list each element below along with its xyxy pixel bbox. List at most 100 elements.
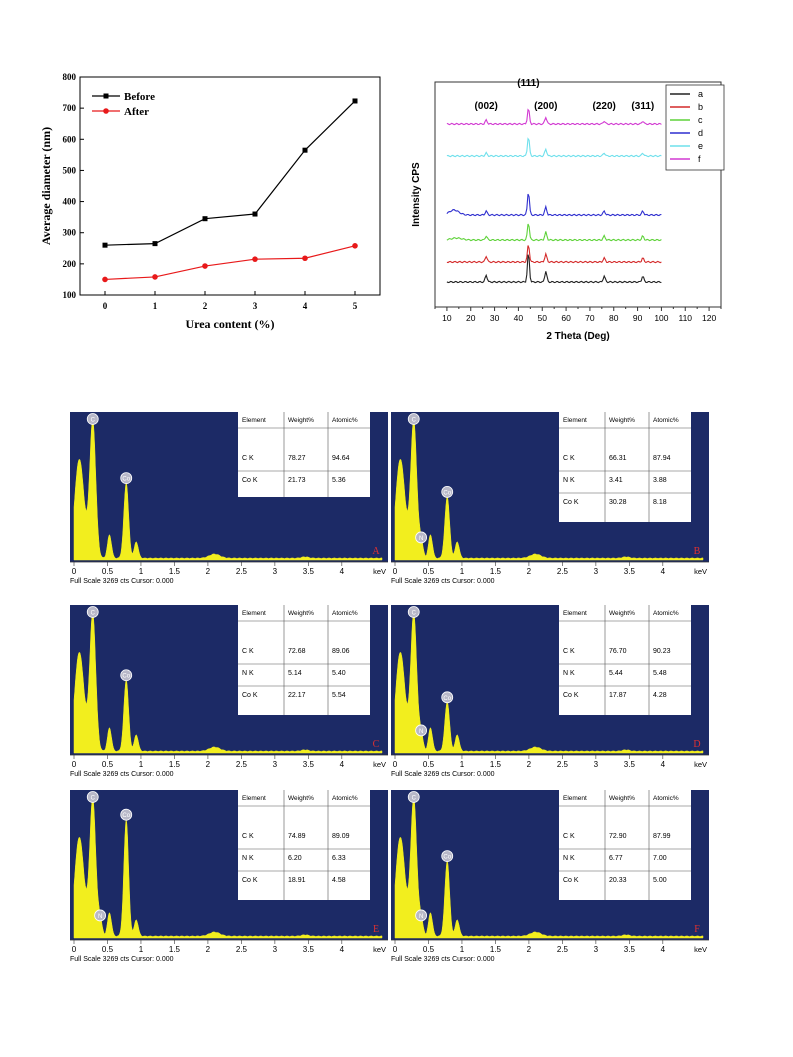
table-cell: Co K [563, 499, 579, 506]
n-peak-marker [415, 531, 428, 544]
x-tick-label: 1 [460, 760, 465, 769]
table-header: Weight% [288, 610, 314, 617]
table-cell: 5.14 [288, 670, 302, 677]
table-cell: 87.99 [653, 833, 671, 840]
spectrum-area [394, 611, 704, 754]
x-tick-label: 1 [460, 567, 465, 576]
n-peak-marker-text: N [419, 914, 423, 920]
table-header: Element [242, 610, 266, 617]
table-cell: 21.73 [288, 477, 306, 484]
table-cell: 72.90 [609, 833, 627, 840]
x-tick-label: 3.5 [624, 567, 636, 576]
x-tick-label: 3.5 [624, 760, 636, 769]
x-tick-label: 100 [654, 313, 668, 323]
n-peak-marker-text: N [419, 536, 423, 542]
xrd-trace-b [446, 245, 662, 264]
x-tick-label: 4 [303, 301, 308, 311]
table-cell: 89.06 [332, 648, 350, 655]
table-cell: N K [563, 670, 575, 677]
composition-table [238, 605, 370, 715]
eds-spectrum-f: C Co N Element Weight% Atomic% C K 72.90 87.99 N … [391, 790, 709, 963]
table-header: Atomic% [653, 795, 679, 802]
data-point-before [352, 98, 358, 104]
c-peak-marker [86, 791, 99, 803]
x-tick-label: 2 [527, 567, 532, 576]
spectrum-area [394, 418, 704, 561]
table-cell: Co K [242, 877, 258, 884]
x-unit-label: keV [694, 760, 707, 769]
table-cell: 78.27 [288, 455, 306, 462]
table-header: Weight% [609, 417, 635, 424]
table-cell: C K [242, 833, 254, 840]
legend-label: Before [124, 91, 155, 103]
table-cell: N K [563, 855, 575, 862]
data-point-after [252, 256, 258, 262]
table-cell: 76.70 [609, 648, 627, 655]
x-tick-label: 1 [139, 945, 144, 954]
y-axis-label: Intensity CPS [411, 162, 422, 227]
x-tick-label: 80 [609, 313, 619, 323]
series-line-before [104, 100, 356, 246]
x-tick-label: 0.5 [102, 945, 114, 954]
x-tick-label: 20 [466, 313, 476, 323]
legend-marker [103, 108, 109, 114]
spectrum-area [73, 611, 383, 754]
table-cell: 5.00 [653, 877, 667, 884]
x-tick-label: 3.5 [303, 567, 315, 576]
table-cell: C K [242, 648, 254, 655]
c-peak-marker-text: C [91, 611, 96, 617]
data-point-before [202, 216, 208, 222]
n-peak-marker-text: N [419, 729, 423, 735]
table-header: Weight% [609, 795, 635, 802]
table-cell: 87.94 [653, 455, 671, 462]
composition-table [559, 605, 691, 715]
table-cell: 8.18 [653, 499, 667, 506]
table-header: Element [242, 417, 266, 424]
co-peak-marker [120, 472, 133, 484]
table-cell: C K [563, 648, 575, 655]
table-header: Weight% [288, 795, 314, 802]
data-point-before [302, 147, 308, 153]
data-point-before [102, 242, 108, 248]
table-cell: 7.00 [653, 855, 667, 862]
n-peak-marker [94, 909, 107, 922]
peak-label: (111) [517, 78, 539, 89]
x-unit-label: keV [694, 567, 707, 576]
spectrum-footer: Full Scale 3269 cts Cursor: 0.000 [391, 956, 495, 963]
data-point-after [202, 263, 208, 269]
peak-label: (002) [475, 101, 498, 112]
x-tick-label: 2 [206, 567, 211, 576]
n-peak-marker-text: N [98, 914, 102, 920]
y-tick-label: 400 [63, 197, 77, 207]
x-tick-label: 1 [153, 301, 158, 311]
spectrum-area [394, 796, 704, 939]
x-tick-label: 2.5 [557, 567, 569, 576]
x-unit-label: keV [694, 945, 707, 954]
y-axis-label: Average diameter (nm) [39, 127, 53, 245]
x-tick-label: 30 [490, 313, 500, 323]
table-cell: 30.28 [609, 499, 627, 506]
x-unit-label: keV [373, 567, 386, 576]
data-point-before [152, 241, 158, 247]
x-tick-label: 70 [585, 313, 595, 323]
legend-box [665, 84, 725, 171]
table-cell: C K [563, 833, 575, 840]
peak-label: (311) [631, 101, 654, 112]
y-tick-label: 200 [63, 259, 77, 269]
y-tick-label: 300 [63, 228, 77, 238]
x-tick-label: 2.5 [236, 760, 248, 769]
legend-label: f [698, 154, 701, 164]
x-tick-label: 3.5 [303, 760, 315, 769]
data-point-after [302, 255, 308, 262]
table-cell: 66.31 [609, 455, 627, 462]
table-header: Atomic% [653, 610, 679, 617]
x-tick-label: 3.5 [624, 945, 636, 954]
co-peak-marker-text: Co [122, 477, 130, 483]
eds-spectrum-a: C Co Element Weight% Atomic% C K 78.27 94.64 Co … [70, 412, 388, 585]
table-cell: C K [563, 455, 575, 462]
table-cell: 6.77 [609, 855, 623, 862]
eds-spectrum-d: C Co N Element Weight% Atomic% C K 76.70 90.23 N … [391, 605, 709, 778]
x-tick-label: 110 [678, 313, 692, 323]
x-tick-label: 0 [103, 301, 108, 311]
spectrum-area [73, 796, 383, 939]
